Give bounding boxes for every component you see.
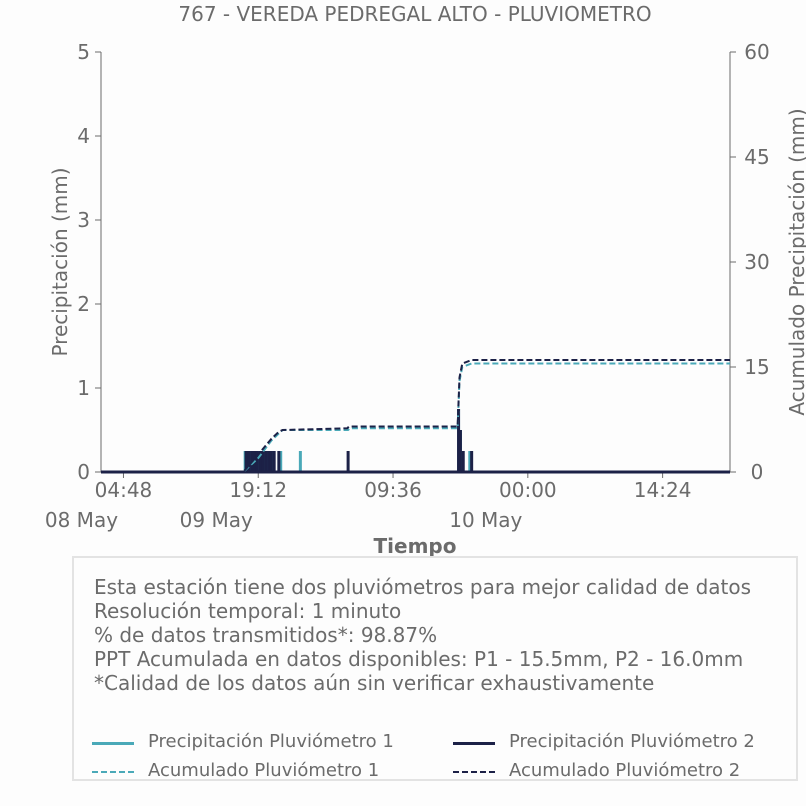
y-left-tick-label: 0 [77,460,90,484]
y-right-tick-label: 45 [744,145,769,169]
y-left-tick-label: 3 [77,208,90,232]
legend-label-accum-p1: Acumulado Pluviómetro 1 [148,760,380,781]
x-tick-date-label: 10 May [449,508,522,532]
legend-swatch-precip-p1 [92,742,134,745]
y-right-tick-label: 15 [744,355,769,379]
y-right-tick-label: 0 [751,460,764,484]
x-tick-date-label: 08 May [45,508,118,532]
y-axis-left-label: Precipitación (mm) [48,167,72,356]
info-line-transmitted: % de datos transmitidos*: 98.87% [94,623,438,647]
info-line-resolution: Resolución temporal: 1 minuto [94,599,402,623]
y-left-tick-label: 5 [77,40,90,64]
y-left-tick-label: 1 [77,376,90,400]
info-line-quality-note: *Calidad de los datos aún sin verificar … [94,671,655,695]
info-line-accumulated: PPT Acumulada en datos disponibles: P1 -… [94,647,744,671]
legend-swatch-accum-p2 [453,771,495,773]
y-axis-right-label: Acumulado Precipitación (mm) [785,108,806,415]
rainfall-chart: 767 - VEREDA PEDREGAL ALTO - PLUVIOMETRO… [45,2,806,558]
x-axis-label: Tiempo [374,534,457,558]
x-tick-time-label: 00:00 [499,478,557,502]
accum-line [101,359,730,473]
legend-swatch-precip-p2 [453,742,495,745]
series-acumulado-pluvi-metro-1 [101,362,730,473]
x-tick-time-label: 14:24 [634,478,692,502]
accum-line [101,362,730,473]
x-tick-date-label: 09 May [180,508,253,532]
plot-area [101,359,730,474]
series-precipitaci-n-pluvi-metro-1 [101,409,730,474]
x-tick-time-label: 04:48 [95,478,153,502]
series-precipitaci-n-pluvi-metro-2 [101,409,730,474]
y-left-tick-label: 2 [77,292,90,316]
legend-label-precip-p1: Precipitación Pluviómetro 1 [148,731,394,752]
y-right-tick-label: 60 [744,40,769,64]
series-acumulado-pluvi-metro-2 [101,359,730,473]
y-right-tick-label: 30 [744,250,769,274]
x-tick-time-label: 19:12 [229,478,287,502]
legend-swatch-accum-p1 [92,771,134,773]
legend-label-accum-p2: Acumulado Pluviómetro 2 [509,760,741,781]
chart-title: 767 - VEREDA PEDREGAL ALTO - PLUVIOMETRO [178,2,651,26]
x-tick-time-label: 09:36 [364,478,422,502]
info-line-stations: Esta estación tiene dos pluviómetros par… [94,575,752,599]
y-left-tick-label: 4 [77,124,90,148]
info-legend-box: Esta estación tiene dos pluviómetros par… [72,556,798,781]
legend-label-precip-p2: Precipitación Pluviómetro 2 [509,731,755,752]
